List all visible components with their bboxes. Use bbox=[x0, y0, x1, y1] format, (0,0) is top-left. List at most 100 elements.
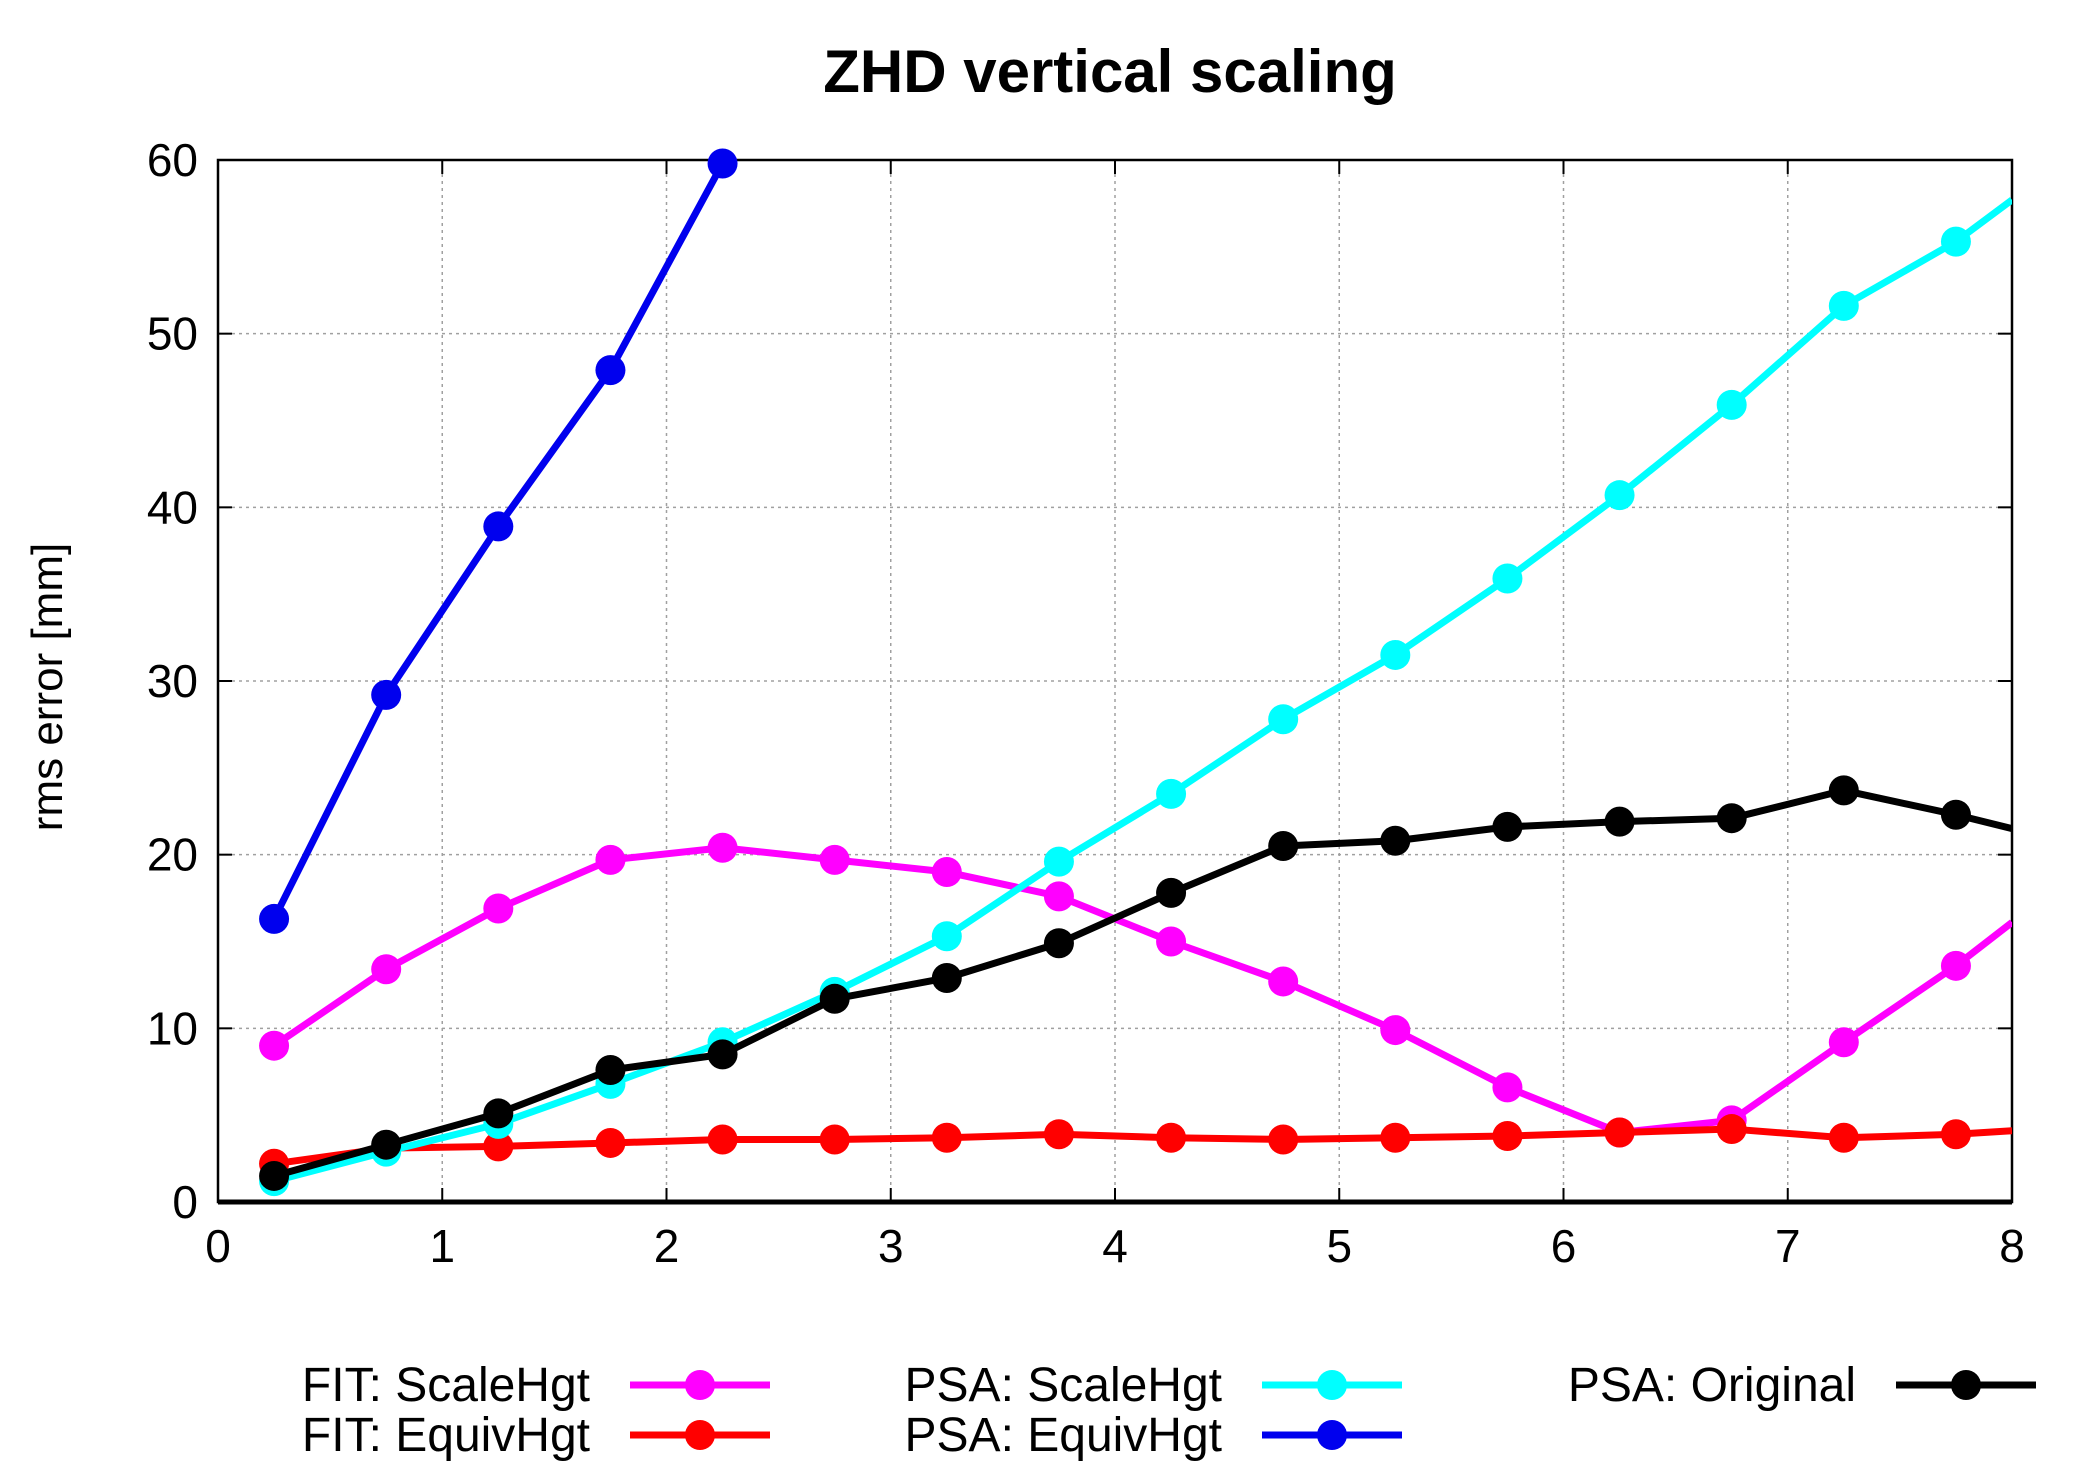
data-point bbox=[1268, 704, 1299, 735]
y-tick-label: 30 bbox=[147, 655, 198, 707]
data-point bbox=[1828, 1122, 1859, 1153]
legend-item: PSA: Original bbox=[1568, 1359, 2036, 1412]
chart-title: ZHD vertical scaling bbox=[823, 38, 1397, 105]
data-point bbox=[1604, 806, 1635, 837]
x-tick-label: 7 bbox=[1775, 1220, 1801, 1272]
data-point bbox=[1043, 881, 1074, 912]
data-point bbox=[707, 1039, 738, 1070]
data-point bbox=[259, 903, 290, 934]
data-point bbox=[1268, 966, 1299, 997]
data-point bbox=[1940, 226, 1971, 257]
legend-label: FIT: EquivHgt bbox=[302, 1409, 590, 1462]
series-psa-scalehgt bbox=[259, 197, 2012, 1197]
series-line bbox=[272, 844, 2012, 1137]
data-point bbox=[595, 1055, 626, 1086]
data-point bbox=[931, 921, 962, 952]
data-point bbox=[819, 1124, 850, 1155]
legend-item: FIT: ScaleHgt bbox=[302, 1359, 770, 1412]
data-point bbox=[1156, 778, 1187, 809]
data-point bbox=[819, 844, 850, 875]
y-axis-label: rms error [mm] bbox=[23, 543, 72, 831]
data-point bbox=[1156, 1122, 1187, 1153]
data-point bbox=[1268, 830, 1299, 861]
series-group bbox=[259, 148, 2012, 1197]
data-point bbox=[1380, 1122, 1411, 1153]
data-point bbox=[1380, 825, 1411, 856]
data-point bbox=[1043, 846, 1074, 877]
y-tick-label: 10 bbox=[147, 1002, 198, 1054]
legend-marker bbox=[685, 1370, 715, 1400]
legend-marker bbox=[1317, 1420, 1347, 1450]
y-tick-label: 40 bbox=[147, 481, 198, 533]
data-point bbox=[931, 857, 962, 888]
data-point bbox=[1492, 1072, 1523, 1103]
data-point bbox=[259, 1160, 290, 1191]
data-point bbox=[1492, 563, 1523, 594]
data-point bbox=[1940, 1119, 1971, 1150]
x-tick-label: 8 bbox=[1999, 1220, 2025, 1272]
x-tick-label: 1 bbox=[429, 1220, 455, 1272]
data-point bbox=[483, 1131, 514, 1162]
data-point bbox=[259, 1030, 290, 1061]
series-psa-original bbox=[259, 775, 2012, 1191]
series-fit-scalehgt bbox=[259, 832, 2012, 1148]
data-point bbox=[1380, 1015, 1411, 1046]
data-point bbox=[1828, 775, 1859, 806]
data-point bbox=[1940, 950, 1971, 981]
x-tick-label: 2 bbox=[654, 1220, 680, 1272]
legend-label: PSA: Original bbox=[1568, 1359, 1856, 1412]
x-tick-label: 6 bbox=[1551, 1220, 1577, 1272]
x-tick-label: 5 bbox=[1326, 1220, 1352, 1272]
data-point bbox=[483, 511, 514, 542]
tick-labels: 0 1 2 3 4 5 6 7 8 0 10 20 30 40 50 60 bbox=[147, 134, 2025, 1272]
data-point bbox=[1492, 1121, 1523, 1152]
axes bbox=[216, 158, 2014, 1205]
data-point bbox=[483, 1098, 514, 1129]
data-point bbox=[707, 1124, 738, 1155]
data-point bbox=[371, 954, 402, 985]
data-point bbox=[707, 832, 738, 863]
data-point bbox=[483, 893, 514, 924]
series-line bbox=[273, 786, 2012, 1180]
series-fit-equivhgt bbox=[259, 1114, 2012, 1179]
series-psa-equivhgt bbox=[259, 148, 738, 934]
data-point bbox=[707, 148, 738, 179]
legend-item: PSA: EquivHgt bbox=[905, 1409, 1402, 1462]
data-point bbox=[371, 679, 402, 710]
data-point bbox=[1156, 926, 1187, 957]
data-point bbox=[595, 1127, 626, 1158]
y-tick-label: 50 bbox=[147, 308, 198, 360]
data-point bbox=[1828, 290, 1859, 321]
y-tick-label: 20 bbox=[147, 829, 198, 881]
legend-item: FIT: EquivHgt bbox=[302, 1409, 770, 1462]
data-point bbox=[1492, 811, 1523, 842]
data-point bbox=[931, 1122, 962, 1153]
legend-label: FIT: ScaleHgt bbox=[302, 1359, 590, 1412]
data-point bbox=[1380, 639, 1411, 670]
data-point bbox=[1043, 1119, 1074, 1150]
data-point bbox=[1268, 1124, 1299, 1155]
data-point bbox=[371, 1129, 402, 1160]
x-tick-label: 3 bbox=[878, 1220, 904, 1272]
data-point bbox=[1828, 1027, 1859, 1058]
data-point bbox=[1716, 803, 1747, 834]
legend-marker bbox=[685, 1420, 715, 1450]
data-point bbox=[819, 983, 850, 1014]
y-tick-label: 0 bbox=[172, 1176, 198, 1228]
data-point bbox=[1604, 1117, 1635, 1148]
series-line bbox=[273, 197, 2012, 1185]
data-point bbox=[1604, 480, 1635, 511]
data-point bbox=[1940, 799, 1971, 830]
data-point bbox=[1716, 1114, 1747, 1145]
data-point bbox=[595, 844, 626, 875]
series-line bbox=[273, 1125, 2012, 1168]
y-tick-label: 60 bbox=[147, 134, 198, 186]
legend-marker bbox=[1951, 1370, 1981, 1400]
legend-marker bbox=[1317, 1370, 1347, 1400]
x-tick-label: 4 bbox=[1102, 1220, 1128, 1272]
data-point bbox=[1043, 928, 1074, 959]
legend-label: PSA: ScaleHgt bbox=[905, 1359, 1222, 1412]
